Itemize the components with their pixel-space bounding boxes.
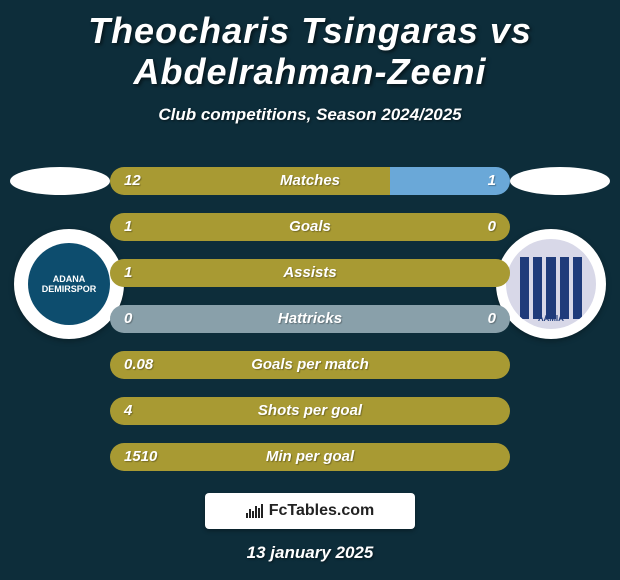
stat-value-left: 0.08 [124, 356, 153, 373]
stat-row: Goals1 0 [110, 213, 510, 241]
footer-date: 13 january 2025 [0, 543, 620, 563]
stat-label: Matches [110, 172, 510, 189]
subtitle: Club competitions, Season 2024/2025 [0, 105, 620, 125]
stat-value-left: 1 [124, 218, 132, 235]
stat-label: Shots per goal [110, 402, 510, 419]
pill-left [10, 167, 110, 195]
stat-row: Goals per match0.08 [110, 351, 510, 379]
stat-row: Assists1 [110, 259, 510, 287]
stripes-icon [520, 257, 582, 319]
stat-rows: Matches121Goals10Assists1Hattricks00Goal… [110, 167, 510, 471]
team-badge-right: ΛΑΜΙΑ [496, 229, 606, 339]
stat-label: Goals [110, 218, 510, 235]
stat-value-left: 1 [124, 264, 132, 281]
chart-icon [246, 504, 263, 518]
stat-label: Assists [110, 264, 510, 281]
stat-value-left: 0 [124, 310, 132, 327]
stat-row: Min per goal1510 [110, 443, 510, 471]
stat-row: Hattricks0 0 [110, 305, 510, 333]
team-badge-left-label: ADANA DEMIRSPOR [28, 274, 110, 294]
stat-label: Goals per match [110, 356, 510, 373]
stat-label: Hattricks [110, 310, 510, 327]
stats-area: ADANA DEMIRSPOR ΛΑΜΙΑ Matches121Goals10A… [0, 167, 620, 471]
team-badge-right-inner: ΛΑΜΙΑ [506, 239, 596, 329]
stat-value-right: 0 [488, 218, 496, 235]
team-badge-left-inner: ADANA DEMIRSPOR [28, 243, 110, 325]
stat-row: Matches12 1 [110, 167, 510, 195]
brand-text: FcTables.com [269, 502, 375, 520]
stat-value-left: 4 [124, 402, 132, 419]
page-title: Theocharis Tsingaras vs Abdelrahman-Zeen… [0, 0, 620, 93]
stat-value-right: 1 [488, 172, 496, 189]
stat-value-right: 0 [488, 310, 496, 327]
team-badge-left: ADANA DEMIRSPOR [14, 229, 124, 339]
pill-right [510, 167, 610, 195]
stat-label: Min per goal [110, 448, 510, 465]
stat-value-left: 12 [124, 172, 141, 189]
team-badge-right-label: ΛΑΜΙΑ [538, 314, 564, 323]
stat-row: Shots per goal4 [110, 397, 510, 425]
stat-value-left: 1510 [124, 448, 157, 465]
brand-badge: FcTables.com [205, 493, 415, 529]
